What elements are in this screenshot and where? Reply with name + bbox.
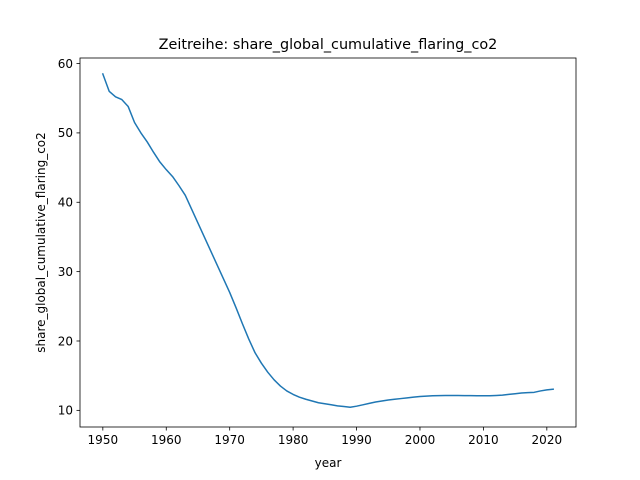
x-tick-label: 1970 [214,433,245,447]
y-tick-label: 20 [58,334,73,348]
y-axis-ticks: 10 20 30 40 50 60 [58,57,80,418]
x-tick-label: 2020 [532,433,563,447]
y-tick-label: 50 [58,126,73,140]
y-tick-label: 40 [58,196,73,210]
x-axis-ticks: 1950 1960 1970 1980 1990 2000 2010 2020 [88,427,563,447]
x-axis-label: year [315,456,342,470]
series-line-0 [101,72,554,408]
x-tick-label: 2000 [405,433,436,447]
y-tick-label: 30 [58,265,73,279]
y-axis-label: share_global_cumulative_flaring_co2 [34,132,48,353]
plot-area [79,57,577,428]
x-tick-label: 1960 [151,433,182,447]
x-tick-label: 1980 [278,433,309,447]
x-tick-label: 1950 [88,433,119,447]
y-tick-label: 60 [58,57,73,71]
x-tick-label: 2010 [468,433,499,447]
x-tick-label: 1990 [341,433,372,447]
y-tick-label: 10 [58,404,73,418]
axes-frame [79,57,577,428]
chart-title: Zeitreihe: share_global_cumulative_flari… [159,37,498,53]
